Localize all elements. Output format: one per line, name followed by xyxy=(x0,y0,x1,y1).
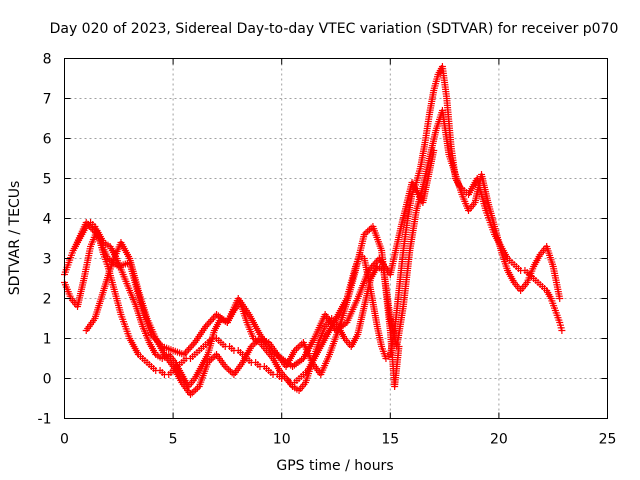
data-point xyxy=(92,229,100,237)
x-tick-label: 5 xyxy=(169,432,178,448)
data-point xyxy=(225,366,233,374)
data-point xyxy=(365,226,373,234)
data-point xyxy=(369,261,377,269)
y-tick-label: 8 xyxy=(43,52,52,68)
y-tick-label: 0 xyxy=(43,372,52,388)
plot-frame xyxy=(64,58,608,419)
y-tick-label: 3 xyxy=(43,252,52,268)
data-point xyxy=(206,317,214,325)
data-point xyxy=(88,225,96,233)
data-point xyxy=(364,227,372,235)
data-point xyxy=(205,319,213,327)
data-point xyxy=(155,339,163,347)
data-point xyxy=(90,227,98,235)
data-point xyxy=(150,334,158,342)
x-tick-label: 20 xyxy=(490,432,508,448)
x-tick-labels: 0 5 10 15 20 25 xyxy=(60,432,616,448)
y-tick-labels: -1 0 1 2 3 4 5 6 7 8 xyxy=(38,52,52,428)
data-point xyxy=(152,336,160,344)
data-point xyxy=(371,260,379,268)
data-point xyxy=(186,344,194,352)
data-point xyxy=(223,364,231,372)
data-point xyxy=(84,220,92,228)
data-point xyxy=(202,323,210,330)
data-point xyxy=(188,342,196,350)
data-point xyxy=(147,331,155,338)
y-tick-label: 1 xyxy=(43,332,52,348)
data-point xyxy=(192,386,200,394)
y-tick-label: 7 xyxy=(43,92,52,108)
data-point xyxy=(183,347,191,355)
data-point xyxy=(366,265,374,273)
data-point xyxy=(82,219,90,226)
data-point xyxy=(190,387,198,395)
data-point xyxy=(209,354,217,362)
chart-title: Day 020 of 2023, Sidereal Day-to-day VTE… xyxy=(50,21,619,37)
x-tick-label: 10 xyxy=(273,432,291,448)
data-point xyxy=(430,147,438,154)
y-tick-label: 5 xyxy=(43,172,52,188)
data-point xyxy=(157,341,165,349)
data-point xyxy=(296,342,304,350)
data-point xyxy=(226,367,234,375)
data-point xyxy=(203,321,211,329)
y-axis-label: SDTVAR / TECUs xyxy=(7,181,23,296)
data-point xyxy=(209,314,217,322)
y-tick-label: 2 xyxy=(43,292,52,308)
data-point xyxy=(185,345,193,353)
x-tick-label: 15 xyxy=(381,432,399,448)
y-tick-label: 6 xyxy=(43,132,52,148)
data-point xyxy=(558,327,566,334)
x-tick-label: 0 xyxy=(60,432,69,448)
data-point xyxy=(208,316,216,324)
data-point xyxy=(85,222,93,230)
data-point xyxy=(294,343,302,351)
data-point xyxy=(556,295,564,302)
data-points xyxy=(61,63,566,398)
axis-ticks xyxy=(64,58,608,419)
y-tick-label: 4 xyxy=(43,212,52,228)
data-point xyxy=(182,349,190,357)
data-point xyxy=(365,267,373,274)
x-axis-label: GPS time / hours xyxy=(276,458,393,474)
data-point xyxy=(368,263,376,271)
data-point xyxy=(154,337,162,345)
data-point xyxy=(87,224,95,232)
x-tick-label: 25 xyxy=(599,432,617,448)
data-point xyxy=(189,340,197,348)
data-point xyxy=(180,351,188,358)
y-tick-label: -1 xyxy=(38,412,52,428)
data-point xyxy=(395,343,403,350)
data-point xyxy=(149,332,157,340)
